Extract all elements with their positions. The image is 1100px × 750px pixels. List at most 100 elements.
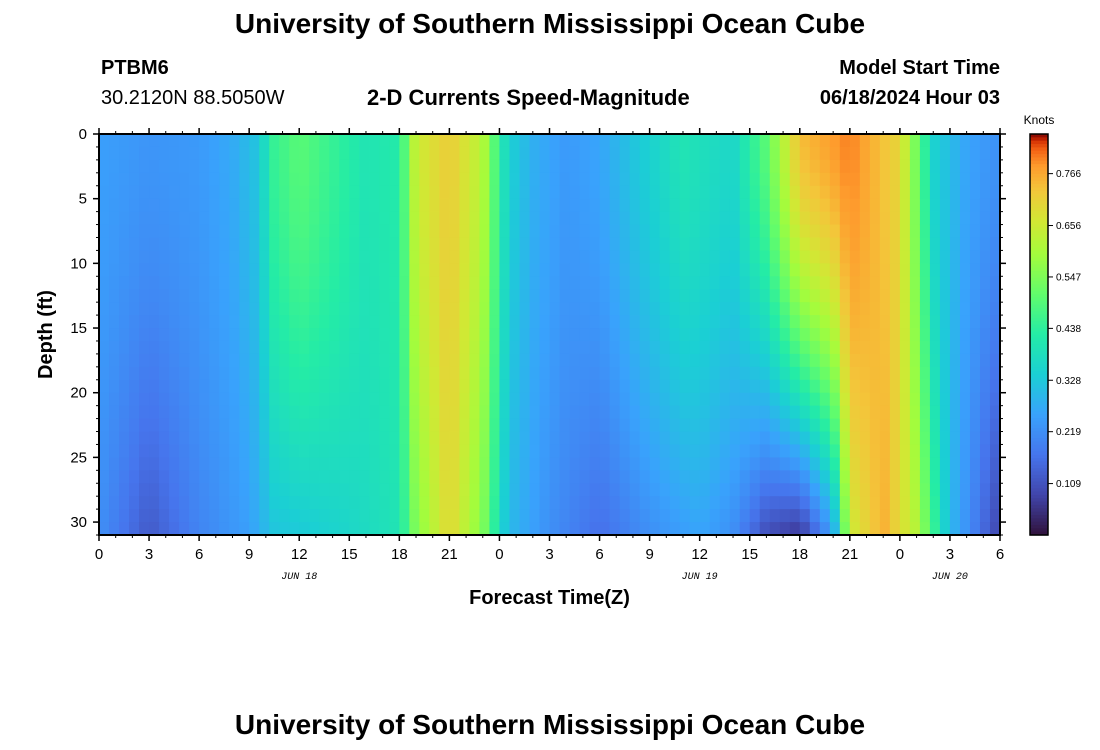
heatmap-cell <box>499 302 511 316</box>
heatmap-cell <box>329 483 340 497</box>
heatmap-cell <box>849 444 861 458</box>
heatmap-cell <box>119 185 130 200</box>
heatmap-cell <box>679 340 691 355</box>
heatmap-cell <box>529 431 541 446</box>
heatmap-cell <box>989 328 1001 342</box>
heatmap-cell <box>349 315 360 329</box>
heatmap-cell <box>489 444 501 458</box>
heatmap-cell <box>229 211 240 226</box>
heatmap-cell <box>129 418 140 433</box>
heatmap-cell <box>849 315 861 329</box>
heatmap-cell <box>359 470 370 484</box>
heatmap-cell <box>609 159 621 174</box>
heatmap-cell <box>889 379 901 394</box>
colorbar-segment <box>1030 227 1048 232</box>
heatmap-cell <box>629 509 641 523</box>
heatmap-cell <box>439 237 450 252</box>
x-tick-label: 18 <box>391 546 408 563</box>
heatmap-cell <box>539 366 551 381</box>
heatmap-cell <box>469 405 481 420</box>
colorbar-segment <box>1030 421 1048 426</box>
heatmap-cell <box>329 418 340 433</box>
heatmap-cell <box>569 276 581 290</box>
heatmap-cell <box>199 159 210 174</box>
colorbar-segment <box>1030 344 1048 349</box>
heatmap-cell <box>159 353 170 368</box>
heatmap-cell <box>659 457 671 471</box>
heatmap-cell <box>749 328 761 342</box>
heatmap-cell <box>729 276 741 290</box>
heatmap-cell <box>809 198 821 213</box>
heatmap-cell <box>779 392 791 407</box>
colorbar-segment <box>1030 190 1048 195</box>
heatmap-cell <box>339 159 350 174</box>
heatmap-cell <box>919 263 931 277</box>
colorbar-segment <box>1030 508 1048 513</box>
heatmap-cell <box>289 431 300 446</box>
heatmap-cell <box>179 159 190 174</box>
heatmap-cell <box>249 496 260 510</box>
heatmap-cell <box>529 405 541 420</box>
heatmap-cell <box>699 496 711 510</box>
heatmap-cell <box>409 470 420 484</box>
heatmap-cell <box>969 509 981 523</box>
heatmap-cell <box>909 315 921 329</box>
heatmap-cell <box>609 211 621 226</box>
heatmap-cell <box>389 224 400 239</box>
heatmap-cell <box>399 276 410 290</box>
heatmap-cell <box>479 418 491 433</box>
heatmap-cell <box>799 211 811 226</box>
heatmap-cell <box>99 522 110 536</box>
heatmap-cell <box>729 328 741 342</box>
heatmap-cell <box>339 302 350 316</box>
heatmap-cell <box>489 276 501 290</box>
heatmap-cell <box>719 483 731 497</box>
heatmap-cell <box>859 185 871 200</box>
heatmap-cell <box>389 159 400 174</box>
heatmap-cell <box>979 134 991 148</box>
heatmap-cell <box>739 457 751 471</box>
heatmap-cell <box>349 185 360 200</box>
heatmap-cell <box>619 379 631 394</box>
heatmap-cell <box>609 379 621 394</box>
heatmap-cell <box>739 470 751 484</box>
heatmap-cell <box>169 198 180 213</box>
heatmap-cell <box>309 134 320 148</box>
heatmap-cell <box>519 159 531 174</box>
heatmap-cell <box>469 315 481 329</box>
heatmap-cell <box>689 418 701 433</box>
heatmap-cell <box>789 172 801 187</box>
heatmap-cell <box>479 250 491 264</box>
heatmap-cell <box>259 483 270 497</box>
colorbar-segment <box>1030 418 1048 422</box>
heatmap-cell <box>279 340 290 355</box>
heatmap-cell <box>919 340 931 355</box>
heatmap-cell <box>349 340 360 355</box>
heatmap-cell <box>969 522 981 536</box>
heatmap-cell <box>309 340 320 355</box>
y-tick-label: 30 <box>70 514 87 531</box>
heatmap-cell <box>659 250 671 264</box>
heatmap-cell <box>459 224 471 239</box>
heatmap-cell <box>989 431 1001 446</box>
heatmap-cell <box>119 198 130 213</box>
heatmap-cell <box>279 237 290 252</box>
colorbar-segment <box>1030 170 1048 175</box>
heatmap-cell <box>309 470 320 484</box>
heatmap-cell <box>949 444 961 458</box>
heatmap-cell <box>809 392 821 407</box>
heatmap-cell <box>739 496 751 510</box>
heatmap-cell <box>769 483 781 497</box>
heatmap-cell <box>199 263 210 277</box>
heatmap-cell <box>279 289 290 303</box>
heatmap-cell <box>119 431 130 446</box>
heatmap-cell <box>909 328 921 342</box>
heatmap-cell <box>799 340 811 355</box>
heatmap-cell <box>369 172 380 187</box>
heatmap-cell <box>719 198 731 213</box>
heatmap-cell <box>469 483 481 497</box>
heatmap-cell <box>389 211 400 226</box>
heatmap-cell <box>539 211 551 226</box>
heatmap-cell <box>649 431 661 446</box>
heatmap-cell <box>639 509 651 523</box>
